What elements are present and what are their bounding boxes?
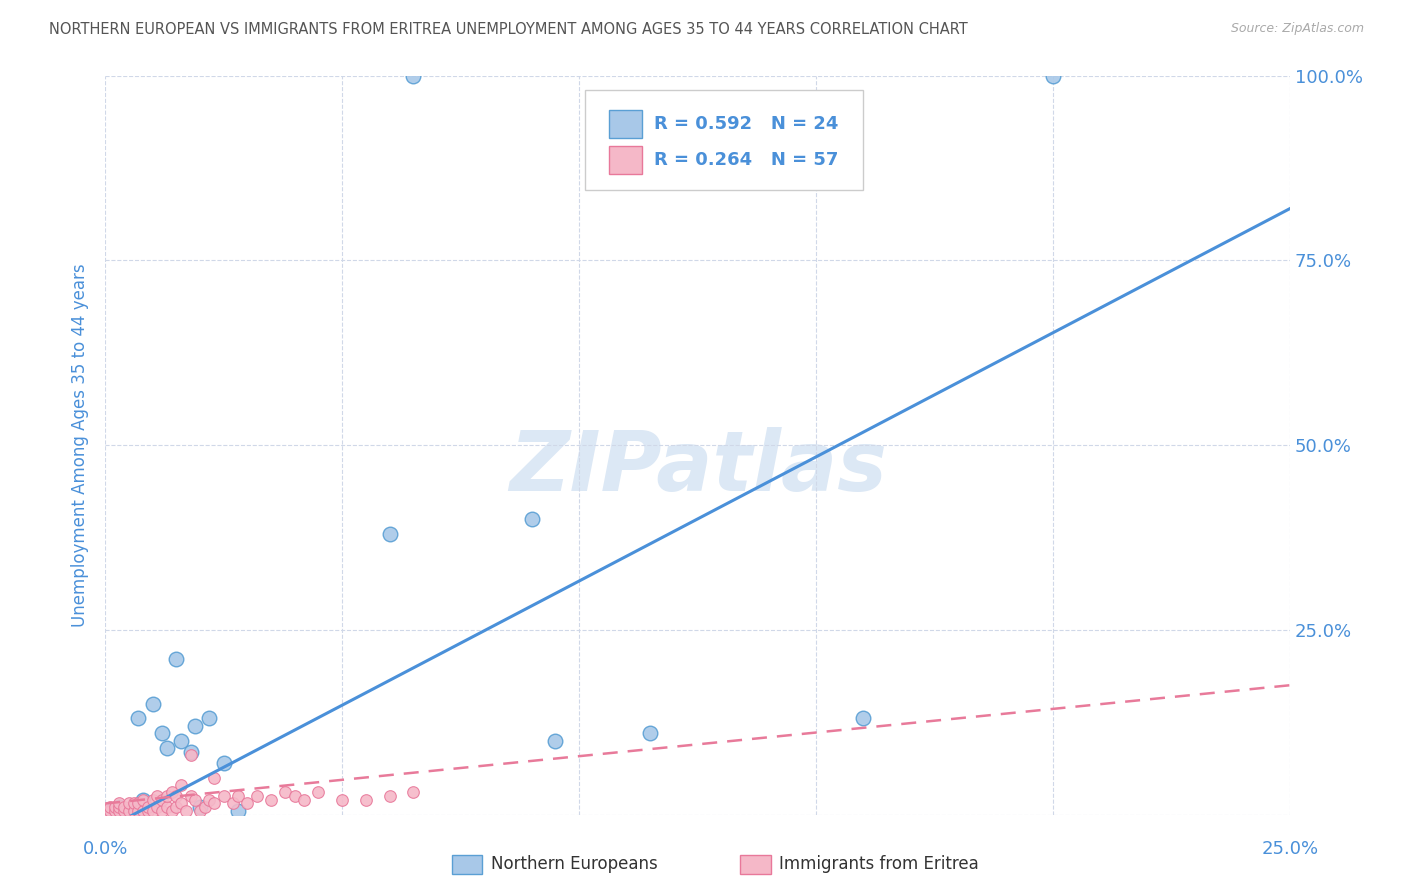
Point bbox=[150, 793, 173, 807]
Point bbox=[160, 804, 183, 818]
Point bbox=[94, 804, 117, 818]
Point bbox=[98, 800, 121, 814]
Point bbox=[274, 785, 297, 799]
Point bbox=[354, 793, 377, 807]
Point bbox=[118, 797, 141, 811]
Point bbox=[122, 804, 145, 818]
Text: NORTHERN EUROPEAN VS IMMIGRANTS FROM ERITREA UNEMPLOYMENT AMONG AGES 35 TO 44 YE: NORTHERN EUROPEAN VS IMMIGRANTS FROM ERI… bbox=[49, 22, 967, 37]
Point bbox=[165, 789, 187, 803]
Point bbox=[122, 797, 145, 811]
Point bbox=[108, 800, 131, 814]
Point bbox=[170, 797, 193, 811]
Point bbox=[108, 804, 131, 818]
Point bbox=[402, 69, 425, 83]
Text: Immigrants from Eritrea: Immigrants from Eritrea bbox=[779, 855, 979, 872]
Point bbox=[202, 771, 225, 785]
Point bbox=[292, 793, 315, 807]
Point bbox=[544, 733, 567, 747]
Point bbox=[226, 789, 249, 803]
Point bbox=[188, 804, 211, 818]
Point bbox=[98, 804, 121, 818]
Point bbox=[136, 804, 159, 818]
Point bbox=[330, 793, 353, 807]
FancyBboxPatch shape bbox=[609, 111, 643, 138]
Point bbox=[150, 726, 173, 740]
Point bbox=[236, 797, 259, 811]
Point bbox=[852, 711, 875, 725]
Point bbox=[160, 785, 183, 799]
Point bbox=[118, 804, 141, 818]
Text: ZIPatlas: ZIPatlas bbox=[509, 426, 887, 508]
Text: R = 0.592   N = 24: R = 0.592 N = 24 bbox=[654, 115, 838, 133]
Point bbox=[104, 800, 127, 814]
Point bbox=[98, 804, 121, 818]
FancyBboxPatch shape bbox=[585, 90, 863, 190]
Point bbox=[132, 804, 155, 818]
Point bbox=[198, 711, 221, 725]
Point bbox=[165, 800, 187, 814]
Point bbox=[378, 526, 401, 541]
Point bbox=[127, 804, 149, 818]
Point bbox=[308, 785, 330, 799]
Point bbox=[112, 800, 135, 814]
Point bbox=[180, 745, 202, 759]
Point bbox=[132, 793, 155, 807]
Point bbox=[226, 804, 249, 818]
Point bbox=[194, 800, 217, 814]
Point bbox=[108, 800, 131, 814]
Point bbox=[284, 789, 307, 803]
Point bbox=[112, 804, 135, 818]
Point bbox=[180, 789, 202, 803]
Point bbox=[127, 797, 149, 811]
Point bbox=[118, 804, 141, 818]
Text: Source: ZipAtlas.com: Source: ZipAtlas.com bbox=[1230, 22, 1364, 36]
Point bbox=[378, 789, 401, 803]
Point bbox=[165, 652, 187, 666]
Point bbox=[202, 797, 225, 811]
Point bbox=[132, 793, 155, 807]
Point bbox=[122, 804, 145, 818]
Point bbox=[170, 733, 193, 747]
Point bbox=[146, 800, 169, 814]
Point bbox=[260, 793, 283, 807]
Point bbox=[188, 800, 211, 814]
Point bbox=[170, 778, 193, 792]
Point bbox=[146, 789, 169, 803]
Point bbox=[174, 804, 197, 818]
Point bbox=[156, 789, 179, 803]
Point bbox=[184, 793, 207, 807]
Point bbox=[127, 711, 149, 725]
Point bbox=[246, 789, 269, 803]
Text: 0.0%: 0.0% bbox=[83, 839, 128, 857]
Point bbox=[142, 804, 165, 818]
Point bbox=[402, 785, 425, 799]
Point bbox=[638, 726, 661, 740]
Point bbox=[180, 748, 202, 763]
Point bbox=[1042, 69, 1064, 83]
Point bbox=[156, 741, 179, 756]
Point bbox=[520, 512, 543, 526]
Point bbox=[156, 800, 179, 814]
Point bbox=[108, 797, 131, 811]
Text: Northern Europeans: Northern Europeans bbox=[491, 855, 658, 872]
Text: 25.0%: 25.0% bbox=[1261, 839, 1319, 857]
FancyBboxPatch shape bbox=[609, 145, 643, 174]
Point bbox=[184, 719, 207, 733]
Point bbox=[104, 804, 127, 818]
Point bbox=[212, 756, 235, 770]
Point bbox=[142, 793, 165, 807]
Point bbox=[198, 793, 221, 807]
Y-axis label: Unemployment Among Ages 35 to 44 years: Unemployment Among Ages 35 to 44 years bbox=[72, 263, 89, 627]
Point bbox=[222, 797, 245, 811]
Text: R = 0.264   N = 57: R = 0.264 N = 57 bbox=[654, 151, 838, 169]
Point bbox=[142, 697, 165, 711]
Point bbox=[136, 800, 159, 814]
Point bbox=[212, 789, 235, 803]
Point bbox=[150, 804, 173, 818]
